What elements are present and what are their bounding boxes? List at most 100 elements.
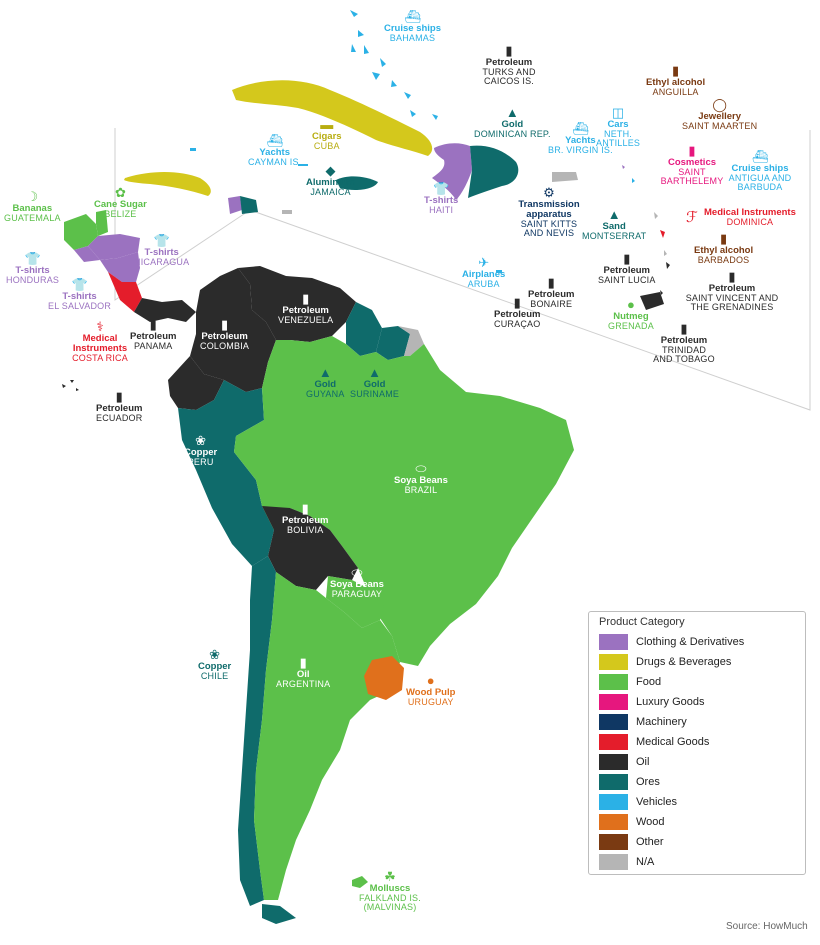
legend-label: Machinery: [636, 716, 687, 728]
legend-item: Clothing & Derivatives: [599, 632, 795, 652]
tshirt-icon: 👕: [433, 181, 450, 196]
legend-swatch: [599, 714, 628, 730]
legend-item: Drugs & Beverages: [599, 652, 795, 672]
oil-barrel-icon: ▮: [301, 501, 309, 516]
label-peru: ❀ Copper PERU: [184, 433, 218, 467]
nutmeg-icon: ●: [627, 297, 635, 312]
bottle-icon: ▮: [719, 231, 728, 246]
octopus-icon: ☘: [384, 869, 396, 884]
belize-shape: [96, 210, 108, 236]
argentina-shape: [254, 572, 400, 900]
cuba-inset-shape: [124, 172, 211, 196]
honduras-shape: [88, 234, 140, 260]
aluminium-icon: ◆: [325, 163, 336, 178]
chile-shape: [238, 556, 276, 906]
stethoscope-icon: ⚕: [96, 319, 104, 334]
label-ecuador: ▮ Petroleum ECUADOR: [96, 389, 143, 423]
legend-label: Vehicles: [636, 796, 677, 808]
label-montserrat: ▲ Sand MONTSERRAT: [582, 207, 647, 241]
ecuador-shape: [168, 356, 224, 410]
legend-item: Food: [599, 672, 795, 692]
legend-label: Medical Goods: [636, 736, 710, 748]
logs-icon: ●: [426, 673, 435, 688]
label-argentina: ▮ Oil ARGENTINA: [276, 655, 331, 689]
label-cayman: ⛴ Yachts CAYMAN IS.: [248, 133, 302, 167]
copper-icon: ❀: [209, 647, 221, 662]
trinidad-shape: [640, 292, 664, 310]
dominican-inset-shape: [240, 196, 258, 214]
legend-swatch: [599, 814, 628, 830]
el-salvador-shape: [74, 246, 100, 262]
ship-icon: ⛴: [751, 149, 769, 164]
guyana-shape: [346, 302, 382, 356]
label-uruguay: ● Wood Pulp URUGUAY: [406, 673, 456, 707]
legend-swatch: [599, 834, 628, 850]
label-trinidad: ▮ Petroleum TRINIDAD AND TOBAGO: [653, 321, 715, 365]
legend-rows: Clothing & Derivatives Drugs & Beverages F…: [599, 632, 795, 872]
label-saint-vincent: ▮ Petroleum SAINT VINCENT AND THE GRENAD…: [685, 269, 779, 313]
oil-barrel-icon: ▮: [505, 43, 513, 58]
tshirt-icon: 👕: [71, 277, 88, 292]
legend: Product Category Clothing & Derivatives D…: [588, 611, 806, 875]
label-neth-antilles: ◫ Cars NETH. ANTILLES: [596, 105, 641, 149]
legend-swatch: [599, 854, 628, 870]
venezuela-shape: [238, 266, 356, 342]
label-dominica: Medical Instruments DOMINICA: [704, 207, 796, 227]
oil-barrel-icon: ▮: [680, 321, 688, 336]
label-panama: ▮ Petroleum PANAMA: [130, 317, 177, 351]
nicaragua-shape: [100, 252, 140, 282]
oil-barrel-icon: ▮: [149, 317, 157, 332]
legend-item: Luxury Goods: [599, 692, 795, 712]
paraguay-shape: [326, 576, 384, 628]
oil-barrel-icon: ▮: [547, 275, 555, 290]
galapagos-shape: [62, 380, 79, 391]
legend-item: Vehicles: [599, 792, 795, 812]
copper-icon: ❀: [195, 433, 207, 448]
label-antigua: ⛴ Cruise ships ANTIGUA AND BARBUDA: [720, 150, 800, 193]
haiti-inset-shape: [228, 196, 242, 214]
label-belize: ✿ Cane Sugar BELIZE: [94, 185, 147, 219]
label-cuba: ▬ Cigars CUBA: [312, 117, 342, 151]
peru-shape: [178, 380, 274, 566]
label-dominican-rep: ▲ Gold DOMINICAN REP.: [474, 105, 551, 139]
label-honduras: 👕 T-shirts HONDURAS: [6, 251, 60, 285]
label-jamaica: ◆ Aluminium JAMAICA: [306, 163, 356, 197]
yacht-icon: ⛴: [266, 133, 283, 148]
label-falkland: ☘ Molluscs FALKLAND IS. (MALVINAS): [350, 870, 430, 913]
legend-label: Drugs & Beverages: [636, 656, 732, 668]
legend-swatch: [599, 674, 628, 690]
legend-label: N/A: [636, 856, 655, 868]
soybean-icon: ⬭: [351, 565, 363, 580]
legend-title: Product Category: [599, 616, 685, 628]
legend-swatch: [599, 754, 628, 770]
gears-icon: ⚙: [543, 185, 555, 200]
label-curacao: ▮ Petroleum CURAÇAO: [494, 295, 541, 329]
label-barbados: ▮ Ethyl alcohol BARBADOS: [694, 231, 754, 265]
legend-label: Other: [636, 836, 664, 848]
legend-label: Oil: [636, 756, 650, 768]
abc-islands-shape: [496, 270, 502, 273]
french-guiana-shape: [398, 326, 424, 356]
bahamas-shape: [350, 10, 416, 117]
dominican-rep-shape: [468, 145, 519, 198]
label-saint-kitts: ⚙ Transmission apparatus SAINT KITTS AND…: [512, 186, 586, 239]
car-icon: ◫: [611, 105, 625, 120]
legend-item: Other: [599, 832, 795, 852]
haiti-shape: [432, 143, 472, 200]
sugar-cane-icon: ✿: [114, 185, 126, 200]
legend-label: Clothing & Derivatives: [636, 636, 745, 648]
suriname-shape: [376, 326, 410, 360]
cuba-shape: [232, 80, 433, 156]
jamaica-shape: [336, 176, 378, 190]
label-bahamas: ⛴ Cruise ships BAHAMAS: [384, 9, 442, 43]
label-aruba: ✈ Airplanes ARUBA: [462, 255, 506, 289]
label-haiti: 👕 T-shirts HAITI: [424, 181, 459, 215]
brazil-shape: [234, 336, 574, 666]
cigar-icon: ▬: [320, 117, 334, 132]
legend-swatch: [599, 634, 628, 650]
tshirt-icon: 👕: [24, 251, 41, 266]
oil-barrel-icon: ▮: [513, 295, 521, 310]
legend-item: Oil: [599, 752, 795, 772]
label-saint-maarten: ◯ Jewellery SAINT MAARTEN: [682, 97, 758, 131]
gold-bar-icon: ▲: [318, 365, 332, 380]
